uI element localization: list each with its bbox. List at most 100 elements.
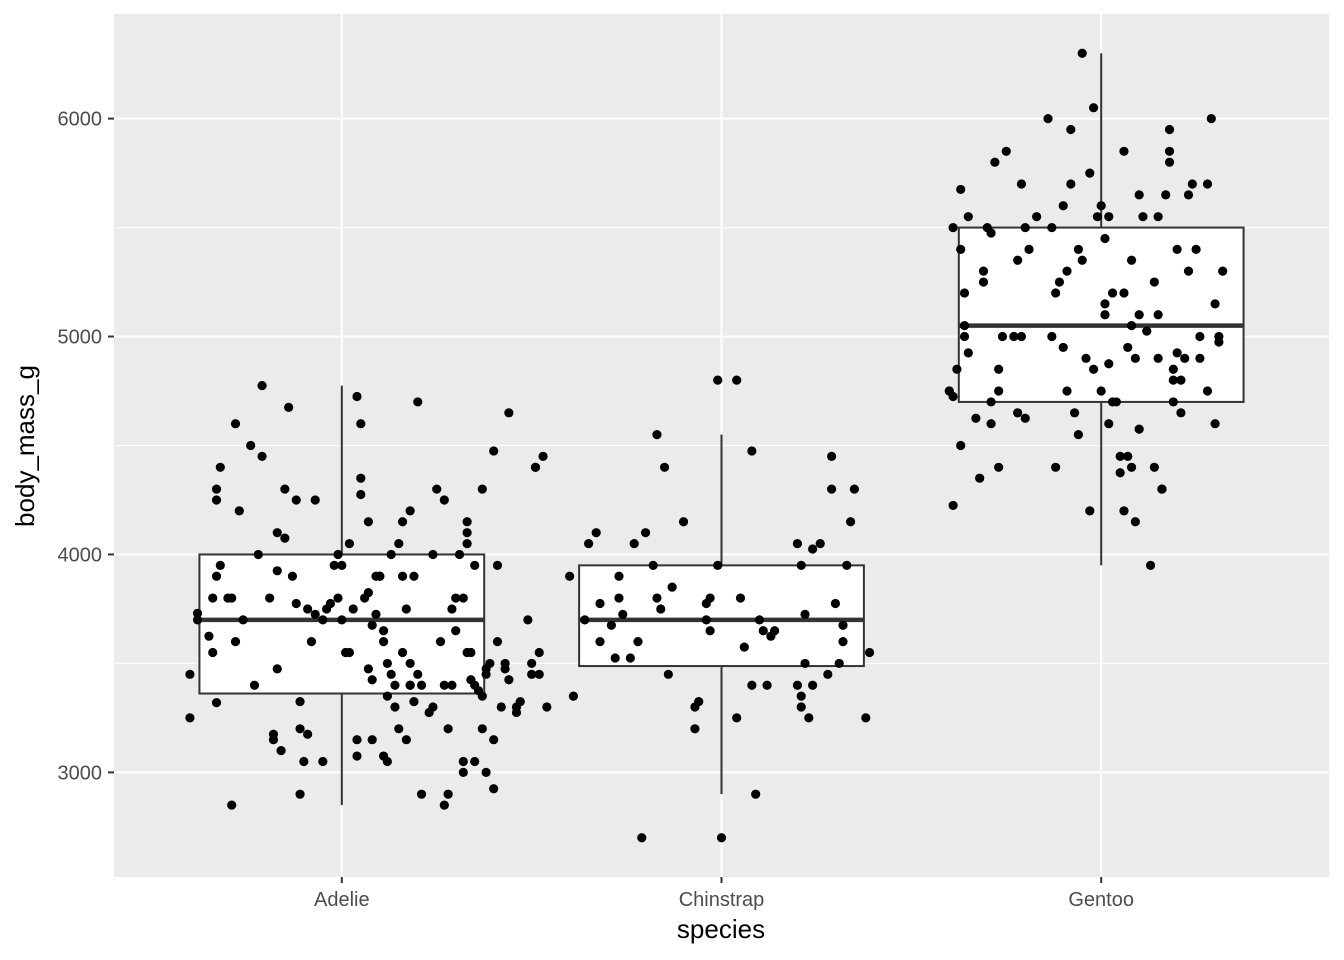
data-point <box>584 538 594 549</box>
data-point <box>1085 506 1095 516</box>
data-point <box>397 647 408 658</box>
data-point <box>1073 244 1084 254</box>
data-point <box>1111 397 1121 407</box>
data-point <box>246 440 256 451</box>
data-point <box>451 626 461 636</box>
data-point <box>356 489 366 500</box>
data-point <box>800 658 810 669</box>
data-point <box>500 658 510 669</box>
data-point <box>1210 299 1220 309</box>
data-point <box>447 604 457 614</box>
data-point <box>477 484 487 494</box>
data-point <box>1134 424 1144 434</box>
data-point <box>477 691 487 701</box>
data-point <box>405 506 415 516</box>
data-point <box>295 696 305 707</box>
data-point <box>1123 451 1133 461</box>
data-point <box>401 604 411 614</box>
data-point <box>1032 212 1042 222</box>
data-point <box>751 789 761 799</box>
data-point <box>447 680 457 690</box>
data-point <box>382 691 392 701</box>
data-point <box>394 538 404 549</box>
data-point <box>394 724 404 734</box>
data-point <box>1115 468 1125 478</box>
data-point <box>614 593 624 603</box>
data-point <box>485 658 495 669</box>
y-tick-label: 5000 <box>58 327 103 349</box>
data-point <box>1115 451 1125 461</box>
data-point <box>257 451 267 461</box>
data-point <box>1138 212 1148 222</box>
data-point <box>1195 353 1205 363</box>
data-point <box>1013 408 1023 418</box>
data-point <box>405 680 415 690</box>
data-point <box>257 380 267 391</box>
data-point <box>291 598 301 609</box>
data-point <box>352 735 362 745</box>
data-point <box>1126 255 1137 265</box>
data-point <box>211 698 222 708</box>
data-point <box>1153 212 1163 222</box>
data-point <box>1051 462 1061 472</box>
data-point <box>792 680 803 690</box>
data-point <box>367 620 377 630</box>
data-point <box>739 642 749 652</box>
data-point <box>344 647 355 658</box>
data-point <box>1104 419 1114 429</box>
data-point <box>303 729 313 739</box>
data-point <box>713 375 723 385</box>
data-point <box>770 626 780 636</box>
data-point <box>215 560 225 570</box>
data-point <box>409 696 419 707</box>
y-axis-title: body_mass_g <box>10 365 40 527</box>
data-point <box>356 473 366 483</box>
data-point <box>386 549 396 560</box>
data-point <box>1092 212 1102 222</box>
data-point <box>318 615 328 625</box>
data-point <box>515 696 525 707</box>
data-point <box>534 669 544 679</box>
data-point <box>678 517 689 527</box>
x-tick-label: Chinstrap <box>679 889 765 911</box>
data-point <box>1066 124 1076 135</box>
data-point <box>356 419 366 429</box>
data-point <box>1100 299 1110 309</box>
y-tick-label: 4000 <box>58 544 103 566</box>
data-point <box>432 484 442 494</box>
data-point <box>1013 255 1023 265</box>
data-point <box>864 647 875 658</box>
data-point <box>291 495 301 505</box>
data-point <box>952 364 962 374</box>
data-point <box>1119 506 1129 516</box>
data-point <box>1176 375 1186 385</box>
data-point <box>1016 179 1027 189</box>
data-point <box>272 528 282 538</box>
data-point <box>295 789 305 799</box>
data-point <box>272 566 282 576</box>
data-point <box>489 784 499 794</box>
data-point <box>375 571 385 581</box>
data-point <box>1202 179 1213 189</box>
data-point <box>948 500 958 511</box>
data-point <box>663 669 673 679</box>
box-gentoo <box>957 226 1245 403</box>
data-point <box>997 331 1008 342</box>
data-point <box>1104 359 1114 369</box>
data-point <box>849 484 859 494</box>
data-point <box>192 615 203 625</box>
data-point <box>416 789 427 799</box>
data-point <box>975 473 985 483</box>
data-point <box>827 451 837 461</box>
data-point <box>428 549 438 560</box>
data-point <box>667 582 677 592</box>
data-point <box>956 440 966 451</box>
data-point <box>747 446 757 456</box>
data-point <box>390 680 400 690</box>
data-point <box>633 637 643 647</box>
data-point <box>1180 353 1190 363</box>
data-point <box>378 637 389 647</box>
data-point <box>401 735 411 745</box>
data-point <box>1100 310 1110 320</box>
data-point <box>1176 408 1186 418</box>
